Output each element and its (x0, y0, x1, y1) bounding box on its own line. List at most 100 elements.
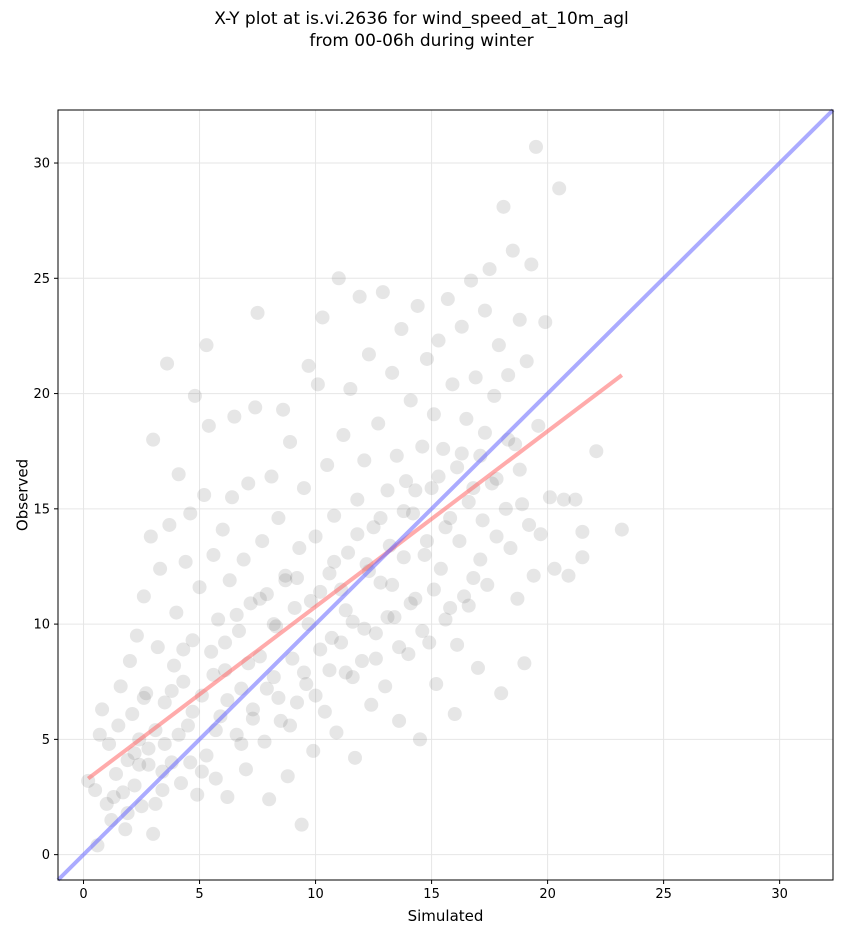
scatter-point (415, 439, 430, 454)
scatter-point (229, 727, 244, 742)
scatter-point (519, 354, 534, 369)
scatter-point (139, 686, 154, 701)
scatter-point (368, 651, 383, 666)
scatter-point (501, 368, 516, 383)
scatter-point (324, 630, 339, 645)
scatter-point (327, 554, 342, 569)
scatter-point (146, 432, 161, 447)
scatter-point (215, 522, 230, 537)
scatter-point (517, 656, 532, 671)
scatter-point (183, 506, 198, 521)
scatter-point (115, 785, 130, 800)
scatter-points (81, 139, 629, 853)
scatter-point (528, 139, 543, 154)
scatter-point (547, 561, 562, 576)
scatter-point (524, 257, 539, 272)
scatter-point (491, 338, 506, 353)
scatter-point (120, 753, 135, 768)
scatter-point (185, 633, 200, 648)
scatter-point (294, 817, 309, 832)
scatter-point (285, 651, 300, 666)
scatter-point (192, 580, 207, 595)
scatter-point (454, 319, 469, 334)
scatter-point (303, 594, 318, 609)
scatter-point (315, 310, 330, 325)
chart-title: X-Y plot at is.vi.2636 for wind_speed_at… (0, 8, 843, 52)
scatter-point (176, 674, 191, 689)
scatter-point (185, 704, 200, 719)
x-tick-label: 20 (539, 887, 556, 902)
scatter-point (278, 568, 293, 583)
scatter-point (526, 568, 541, 583)
scatter-point (259, 587, 274, 602)
scatter-point (334, 635, 349, 650)
scatter-point (136, 690, 151, 705)
scatter-point (392, 713, 407, 728)
scatter-point (266, 670, 281, 685)
scatter-point (512, 312, 527, 327)
scatter-point (357, 621, 372, 636)
plot-frame (57, 109, 834, 881)
scatter-point (338, 603, 353, 618)
scatter-point (454, 446, 469, 461)
scatter-point (136, 589, 151, 604)
series-line (86, 373, 624, 781)
scatter-point (289, 695, 304, 710)
scatter-point (109, 766, 124, 781)
scatter-point (459, 411, 474, 426)
scatter-point (132, 757, 147, 772)
scatter-point (250, 305, 265, 320)
scatter-point (283, 718, 298, 733)
scatter-point (218, 635, 233, 650)
scatter-point (470, 660, 485, 675)
scatter-point (176, 642, 191, 657)
y-axis-ticks: 0 5 10 15 20 25 30 (33, 157, 58, 863)
scatter-point (406, 506, 421, 521)
x-tick-label: 0 (79, 887, 87, 902)
scatter-point (153, 561, 168, 576)
scatter-point (206, 547, 221, 562)
y-tick-label: 25 (33, 272, 50, 287)
scatter-point (482, 262, 497, 277)
scatter-point (415, 624, 430, 639)
scatter-point (331, 271, 346, 286)
scatter-point (146, 826, 161, 841)
scatter-point (259, 681, 274, 696)
scatter-point (178, 554, 193, 569)
scatter-point (276, 402, 291, 417)
scatter-point (357, 453, 372, 468)
scatter-point (410, 298, 425, 313)
scatter-point (280, 769, 295, 784)
scatter-point (373, 511, 388, 526)
scatter-point (169, 605, 184, 620)
scatter-point (197, 488, 212, 502)
scatter-point (225, 490, 240, 505)
scatter-point (392, 640, 407, 655)
scatter-point (171, 727, 186, 742)
scatter-point (220, 790, 235, 805)
scatter-point (394, 322, 409, 337)
scatter-point (190, 787, 205, 802)
scatter-point (187, 388, 202, 403)
scatter-point (222, 573, 237, 588)
x-tick-label: 15 (423, 887, 440, 902)
scatter-point (385, 577, 400, 592)
scatter-point (204, 644, 219, 659)
scatter-point (171, 467, 186, 482)
scatter-point (445, 377, 460, 392)
scatter-point (150, 640, 165, 655)
scatter-point (419, 534, 434, 549)
chart-title-line-2: from 00-06h during winter (309, 31, 534, 51)
scatter-point (292, 541, 307, 556)
scatter-point (403, 393, 418, 408)
scatter-point (371, 416, 386, 431)
y-tick-label: 15 (33, 502, 50, 517)
scatter-point (494, 686, 509, 701)
scatter-point (426, 582, 441, 597)
scatter-point (533, 527, 548, 542)
scatter-point (148, 796, 163, 811)
scatter-point (211, 612, 226, 627)
scatter-point (401, 647, 416, 662)
scatter-point (296, 665, 311, 680)
scatter-point (477, 303, 492, 318)
